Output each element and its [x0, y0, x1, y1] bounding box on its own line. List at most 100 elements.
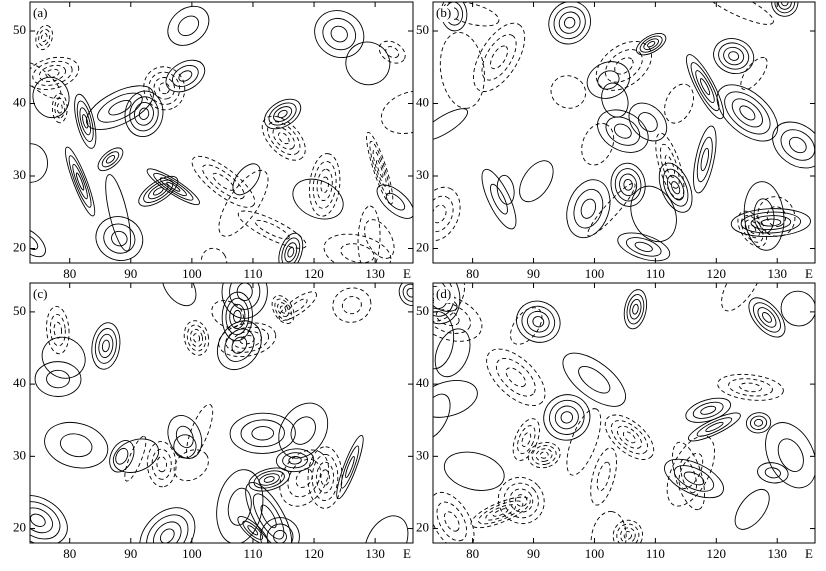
- contour: [620, 527, 636, 543]
- contour: [266, 523, 294, 543]
- contour: [279, 449, 330, 507]
- contour: [153, 77, 175, 100]
- contour: [30, 234, 39, 250]
- contour: [402, 283, 413, 302]
- contour: [271, 295, 295, 324]
- contour: [590, 511, 627, 543]
- x-tick-label: 90: [527, 266, 540, 281]
- contour: [757, 307, 777, 328]
- contour: [535, 448, 553, 462]
- contour: [287, 298, 308, 314]
- contour: [385, 192, 406, 211]
- contour: [433, 491, 475, 543]
- contour: [277, 302, 290, 317]
- contour: [366, 131, 394, 205]
- plot-frame: [432, 1, 816, 264]
- contour: [532, 316, 545, 328]
- y-tick-label: 30: [416, 167, 429, 182]
- contour: [236, 283, 253, 302]
- contour: [433, 204, 447, 224]
- contour: [253, 470, 285, 489]
- contour: [218, 169, 269, 237]
- contour: [780, 290, 815, 327]
- x-tick-label: 130: [767, 266, 787, 281]
- contour: [616, 425, 643, 449]
- contour: [30, 227, 46, 258]
- contour: [587, 182, 636, 237]
- contour: [433, 283, 465, 322]
- x-tick-label: 100: [585, 546, 605, 561]
- contour: [558, 11, 581, 34]
- contour: [433, 186, 461, 242]
- contour: [380, 90, 413, 134]
- contour: [239, 335, 255, 345]
- contour: [521, 305, 556, 338]
- contour: [138, 107, 150, 120]
- contour: [272, 126, 295, 150]
- contour: [516, 300, 561, 343]
- contour: [748, 224, 757, 234]
- contour: [604, 414, 655, 460]
- contour: [32, 76, 70, 119]
- contour: [634, 241, 653, 252]
- contour: [364, 219, 395, 259]
- contour: [749, 415, 768, 431]
- contour: [124, 435, 147, 482]
- contour: [85, 85, 154, 130]
- contour: [625, 237, 662, 257]
- contour: [777, 438, 804, 472]
- contour: [216, 320, 262, 371]
- contour: [278, 232, 304, 263]
- x-tick-label: 110: [243, 546, 262, 561]
- contour: [433, 393, 451, 440]
- contour: [486, 348, 546, 407]
- contour: [112, 438, 160, 473]
- contour: [72, 163, 88, 200]
- contour: [320, 469, 330, 486]
- contour: [240, 419, 285, 448]
- contour: [74, 93, 97, 149]
- panel-label: (a): [33, 5, 47, 20]
- contour: [586, 61, 631, 99]
- contour: [628, 102, 668, 142]
- contour: [695, 70, 715, 104]
- contour: [273, 529, 287, 543]
- x-tick-label: 90: [527, 546, 540, 561]
- contour: [728, 51, 740, 61]
- contour: [696, 136, 713, 183]
- contour: [44, 421, 109, 469]
- contour: [143, 66, 186, 111]
- contour: [692, 401, 724, 419]
- contour: [109, 440, 135, 473]
- contour: [30, 495, 68, 543]
- contour: [739, 382, 762, 393]
- contour: [225, 297, 250, 336]
- contour: [183, 320, 210, 356]
- contour: [34, 361, 82, 397]
- contour: [30, 143, 49, 183]
- contour: [581, 122, 615, 166]
- contour: [548, 2, 592, 45]
- contour: [717, 373, 784, 401]
- contour: [699, 78, 711, 96]
- contour: [439, 31, 485, 109]
- panel-label: (c): [33, 286, 47, 301]
- y-tick-label: 20: [13, 520, 26, 535]
- contour: [385, 46, 400, 59]
- contour: [492, 508, 509, 517]
- contour: [101, 339, 110, 353]
- contour: [519, 160, 554, 203]
- y-tick-label: 50: [416, 303, 429, 318]
- contour: [765, 422, 815, 489]
- contour: [372, 149, 387, 187]
- x-tick-label: 80: [63, 546, 76, 561]
- contour: [101, 151, 120, 168]
- x-tick-label: 100: [182, 546, 202, 561]
- contour: [212, 172, 235, 191]
- contour: [252, 493, 285, 540]
- contour: [146, 514, 189, 543]
- contour: [82, 114, 89, 129]
- contour: [614, 168, 642, 202]
- contour: [766, 206, 787, 227]
- contour: [153, 521, 182, 543]
